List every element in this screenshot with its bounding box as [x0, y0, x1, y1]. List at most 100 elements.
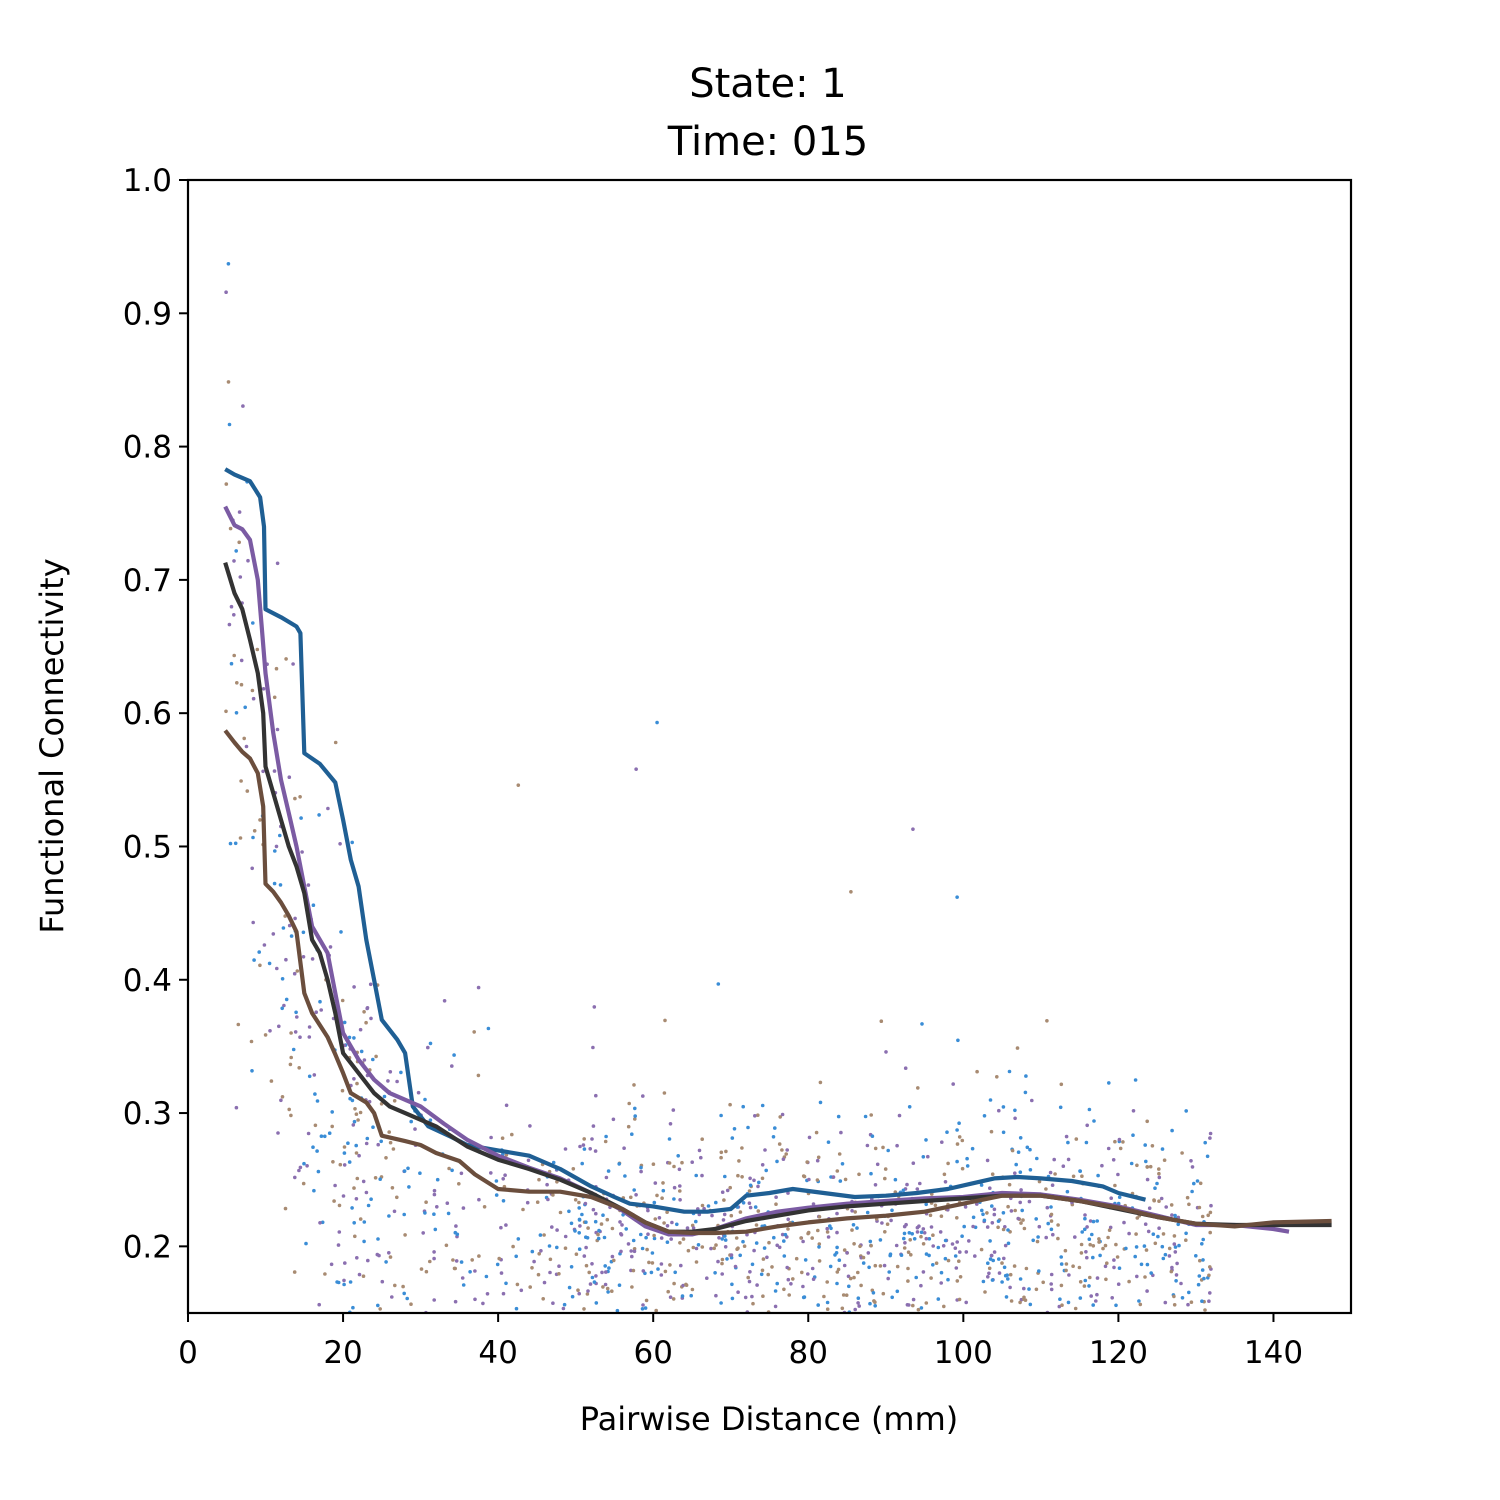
scatter-point: [341, 1194, 346, 1198]
scatter-point: [538, 1233, 543, 1237]
scatter-point: [395, 1195, 399, 1200]
scatter-point: [1087, 1107, 1092, 1112]
scatter-point: [1079, 1251, 1084, 1255]
scatter-point: [284, 657, 288, 661]
scatter-point: [880, 1221, 884, 1225]
scatter-point: [1030, 1098, 1034, 1103]
scatter-point: [250, 866, 254, 871]
scatter-point: [754, 1241, 759, 1245]
scatter-point: [292, 971, 297, 976]
scatter-point: [858, 1244, 862, 1249]
scatter-point: [741, 1239, 745, 1244]
scatter-point: [622, 1146, 626, 1150]
scatter-point: [1170, 1265, 1174, 1270]
scatter-point: [690, 1160, 694, 1164]
scatter-point: [762, 1246, 767, 1250]
scatter-point: [342, 1151, 347, 1155]
scatter-point: [990, 1221, 995, 1225]
scatter-point: [807, 1135, 812, 1140]
scatter-point: [426, 1045, 430, 1050]
scatter-point: [782, 1254, 787, 1258]
scatter-point: [1201, 1258, 1205, 1262]
scatter-point: [775, 1243, 779, 1248]
scatter-point: [1036, 1235, 1040, 1239]
scatter-point: [659, 1273, 664, 1277]
scatter-point: [778, 1115, 782, 1119]
scatter-point: [351, 1123, 356, 1127]
scatter-point: [878, 1264, 883, 1268]
scatter-point: [1095, 1276, 1100, 1280]
scatter-point: [330, 1124, 335, 1129]
scatter-point: [928, 1213, 933, 1218]
scatter-point: [1159, 1196, 1164, 1201]
scatter-point: [619, 1249, 623, 1254]
scatter-point: [284, 957, 288, 962]
scatter-point: [611, 1117, 616, 1122]
scatter-point: [419, 1267, 424, 1271]
scatter-point: [355, 1176, 360, 1181]
scatter-point: [366, 1203, 371, 1208]
y-tick-label: 0.4: [123, 963, 172, 999]
scatter-point: [610, 1289, 614, 1293]
scatter-point: [781, 1157, 786, 1161]
scatter-point: [1173, 1250, 1178, 1254]
scatter-point: [1195, 1179, 1200, 1183]
scatter-point: [659, 1236, 664, 1240]
scatter-point: [738, 1253, 742, 1258]
scatter-point: [907, 1231, 912, 1235]
scatter-point: [730, 1136, 735, 1140]
scatter-point: [987, 1266, 992, 1271]
scatter-point: [596, 1232, 600, 1237]
scatter-point: [680, 1160, 684, 1165]
scatter-point: [1048, 1170, 1053, 1175]
scatter-point: [922, 1231, 927, 1235]
scatter-point: [747, 1189, 752, 1193]
scatter-point: [302, 1161, 306, 1166]
scatter-point: [563, 1234, 568, 1239]
scatter-point: [1007, 1182, 1012, 1187]
scatter-point: [424, 1200, 428, 1204]
scatter-point: [772, 1235, 776, 1240]
scatter-point: [671, 1297, 676, 1301]
scatter-point: [743, 1295, 748, 1300]
scatter-point: [402, 1212, 407, 1217]
scatter-point: [484, 1274, 489, 1279]
scatter-point: [596, 1236, 601, 1241]
scatter-point: [1206, 1213, 1210, 1218]
scatter-point: [352, 1221, 357, 1225]
scatter-point: [1012, 1264, 1017, 1268]
scatter-point: [280, 1095, 285, 1099]
scatter-point: [1180, 1151, 1184, 1155]
scatter-point: [996, 1219, 1001, 1223]
scatter-point: [757, 1180, 761, 1185]
scatter-point: [455, 1232, 460, 1237]
scatter-point: [291, 662, 295, 666]
scatter-point: [326, 806, 330, 811]
scatter-point: [643, 1306, 648, 1310]
scatter-point: [477, 1254, 481, 1258]
scatter-point: [584, 1220, 588, 1224]
scatter-point: [1146, 1229, 1151, 1234]
scatter-point: [1104, 1277, 1108, 1282]
scatter-point: [1180, 1296, 1185, 1300]
scatter-point: [1009, 1209, 1014, 1213]
scatter-point: [287, 923, 292, 928]
scatter-point: [957, 1121, 961, 1125]
scatter-point: [895, 1289, 900, 1294]
scatter-point: [990, 1204, 994, 1208]
scatter-point: [510, 1132, 514, 1137]
scatter-point: [602, 1235, 607, 1240]
scatter-point: [1169, 1203, 1174, 1207]
scatter-point: [421, 1231, 426, 1235]
chart-title: State: 1 Time: 015: [667, 61, 868, 165]
scatter-point: [1110, 1296, 1114, 1300]
scatter-point: [447, 1166, 451, 1171]
scatter-point: [333, 1183, 337, 1188]
scatter-point: [868, 1239, 873, 1244]
scatter-point: [1045, 1205, 1050, 1210]
scatter-point: [433, 1227, 438, 1232]
scatter-point: [654, 1308, 658, 1313]
scatter-point: [1135, 1163, 1139, 1168]
scatter-point: [355, 1256, 359, 1260]
scatter-point: [995, 1075, 999, 1079]
